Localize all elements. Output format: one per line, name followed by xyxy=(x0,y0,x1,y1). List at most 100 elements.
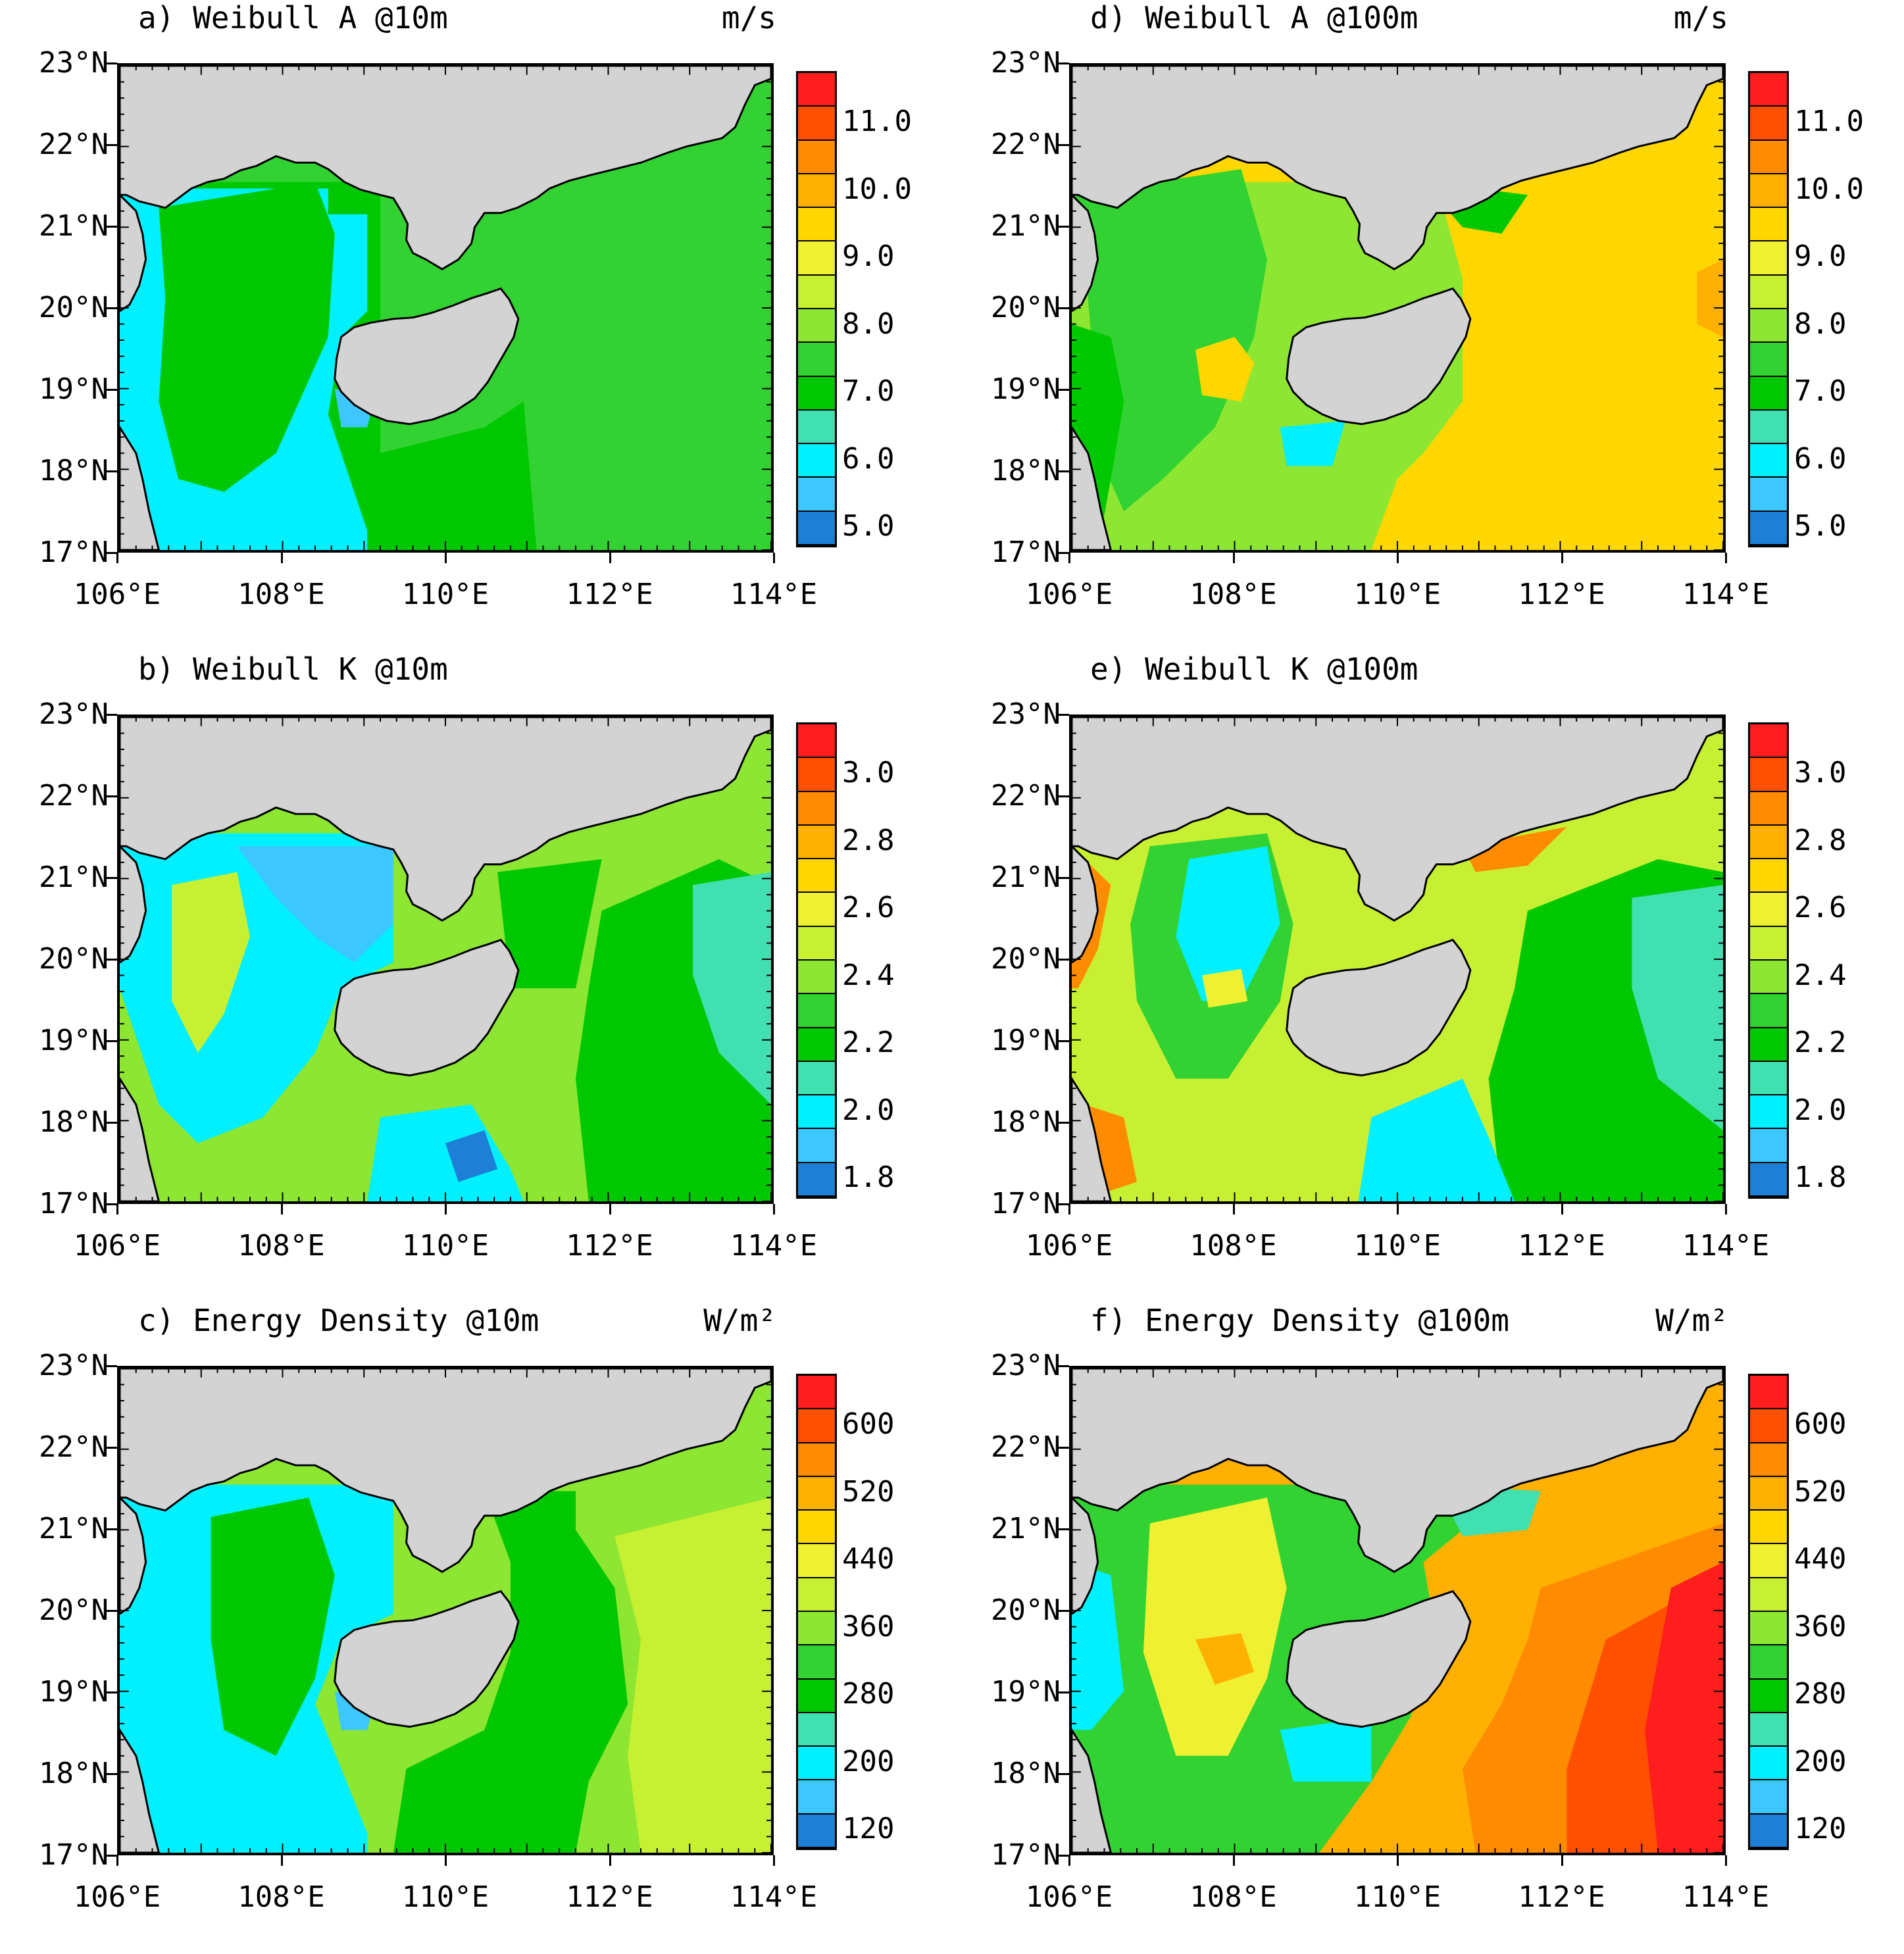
latitude-tick xyxy=(1057,877,1069,879)
latitude-label: 19°N xyxy=(39,1024,109,1057)
latitude-label: 21°N xyxy=(39,1512,109,1545)
latitude-tick xyxy=(1057,307,1069,309)
longitude-tick xyxy=(1068,1855,1070,1866)
colorbar-tick-label: 2.2 xyxy=(842,1026,895,1060)
latitude-tick xyxy=(105,226,117,228)
color-field-region xyxy=(1358,1078,1515,1201)
longitude-tick xyxy=(1232,553,1235,563)
colorbar-segment xyxy=(798,241,835,276)
longitude-tick xyxy=(445,553,447,563)
longitude-label: 106°E xyxy=(73,1229,161,1263)
colorbar-c xyxy=(796,1374,837,1850)
latitude-label: 17°N xyxy=(39,536,109,569)
colorbar-segment xyxy=(1750,1095,1787,1130)
china-mainland xyxy=(120,717,771,922)
colorbar-segment xyxy=(1750,107,1787,141)
colorbar-segment xyxy=(798,478,835,512)
latitude-label: 20°N xyxy=(991,942,1061,976)
latitude-tick xyxy=(105,1447,117,1449)
longitude-label: 112°E xyxy=(1518,1880,1605,1914)
colorbar-tick-label: 7.0 xyxy=(842,374,895,409)
longitude-tick xyxy=(1561,1855,1563,1866)
colorbar-tick-label: 1.8 xyxy=(842,1161,895,1195)
vietnam-coast xyxy=(1072,1496,1112,1853)
latitude-tick xyxy=(1057,959,1069,961)
longitude-label: 114°E xyxy=(730,578,818,611)
colorbar-tick-label: 280 xyxy=(1794,1677,1847,1711)
panel-unit: W/m² xyxy=(703,1303,776,1338)
colorbar-tick-label: 200 xyxy=(842,1744,895,1778)
latitude-tick xyxy=(105,63,117,64)
map-svg xyxy=(1072,1368,1723,1853)
colorbar-segment xyxy=(798,758,835,792)
colorbar-e xyxy=(1748,722,1789,1199)
colorbar-segment xyxy=(798,275,835,309)
latitude-label: 21°N xyxy=(39,209,109,243)
longitude-label: 108°E xyxy=(238,1880,325,1914)
longitude-tick xyxy=(1397,1855,1399,1866)
latitude-label: 18°N xyxy=(991,454,1061,488)
latitude-tick xyxy=(1057,552,1069,554)
latitude-label: 18°N xyxy=(39,1757,109,1790)
colorbar-segment xyxy=(798,444,835,478)
latitude-label: 20°N xyxy=(39,1593,109,1627)
longitude-tick xyxy=(609,1204,611,1215)
colorbar-tick-label: 2.8 xyxy=(842,823,895,857)
latitude-tick xyxy=(105,714,117,716)
latitude-tick xyxy=(105,1365,117,1367)
vietnam-coast xyxy=(1072,193,1112,550)
latitude-tick xyxy=(105,144,117,146)
color-field-region xyxy=(1697,259,1723,338)
colorbar-segment xyxy=(1750,275,1787,309)
latitude-label: 18°N xyxy=(39,454,109,488)
longitude-label: 112°E xyxy=(566,1880,653,1914)
colorbar-segment xyxy=(798,1679,835,1713)
longitude-label: 108°E xyxy=(1190,1229,1277,1263)
colorbar-tick-label: 10.0 xyxy=(1794,172,1864,206)
vietnam-coast xyxy=(120,845,160,1201)
colorbar-segment xyxy=(1750,410,1787,445)
colorbar-segment xyxy=(798,174,835,209)
latitude-label: 23°N xyxy=(39,46,109,80)
latitude-tick xyxy=(1057,1691,1069,1693)
longitude-tick xyxy=(280,553,283,563)
map-a xyxy=(117,63,774,553)
latitude-label: 19°N xyxy=(39,1675,109,1709)
colorbar-segment xyxy=(1750,926,1787,961)
color-field-region xyxy=(497,859,602,989)
longitude-tick xyxy=(116,1204,118,1215)
latitude-label: 22°N xyxy=(39,779,109,813)
latitude-label: 23°N xyxy=(39,697,109,731)
colorbar-segment xyxy=(798,1028,835,1062)
panel-unit: W/m² xyxy=(1655,1303,1728,1338)
color-field-region xyxy=(1632,885,1723,1131)
colorbar-segment xyxy=(798,1443,835,1477)
colorbar-segment xyxy=(798,1409,835,1443)
colorbar-tick-label: 600 xyxy=(1794,1407,1847,1441)
color-field-region xyxy=(1143,1497,1287,1756)
colorbar-f xyxy=(1748,1374,1789,1850)
latitude-label: 23°N xyxy=(991,697,1061,731)
longitude-tick xyxy=(116,1855,118,1866)
longitude-label: 110°E xyxy=(1353,1880,1441,1914)
latitude-label: 22°N xyxy=(991,128,1061,161)
color-field-region xyxy=(1195,337,1255,402)
colorbar-segment xyxy=(1750,511,1787,545)
latitude-tick xyxy=(1057,1610,1069,1612)
hainan-island xyxy=(1286,287,1472,426)
colorbar-tick-label: 600 xyxy=(842,1407,895,1441)
latitude-tick xyxy=(105,959,117,961)
color-field-region xyxy=(1195,1633,1255,1685)
latitude-label: 17°N xyxy=(39,1187,109,1220)
latitude-label: 19°N xyxy=(991,372,1061,406)
colorbar-segment xyxy=(1750,1443,1787,1477)
longitude-tick xyxy=(1232,1855,1235,1866)
china-mainland xyxy=(1072,1368,1723,1573)
longitude-label: 114°E xyxy=(1682,578,1770,611)
latitude-label: 17°N xyxy=(991,536,1061,569)
latitude-label: 20°N xyxy=(991,291,1061,324)
longitude-tick xyxy=(1397,553,1399,563)
colorbar-segment xyxy=(798,1544,835,1578)
color-field-region xyxy=(1645,1562,1723,1853)
longitude-label: 106°E xyxy=(73,1880,161,1914)
